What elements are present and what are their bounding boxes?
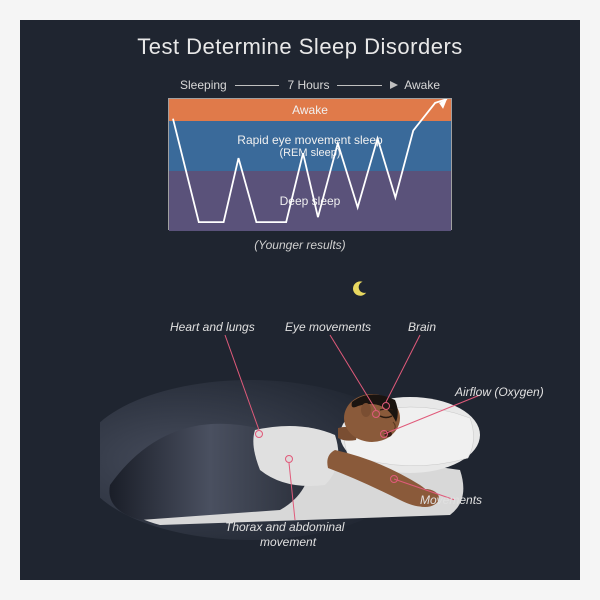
band-label: Deep sleep	[280, 194, 341, 208]
sensor-brain	[382, 402, 390, 410]
sensor-mouth	[380, 430, 388, 438]
sensor-arm	[390, 475, 398, 483]
sensor-eye	[372, 410, 380, 418]
band-deep: Deep sleep	[169, 171, 451, 231]
band-awake: Awake	[169, 99, 451, 121]
sensor-heart	[255, 430, 263, 438]
label-heart-lungs: Heart and lungs	[170, 320, 255, 334]
label-thorax-1: Thorax and abdominal	[225, 520, 344, 534]
timeline-line	[235, 85, 280, 86]
label-movements: Movements	[420, 493, 482, 507]
chart-caption: (Younger results)	[20, 238, 580, 252]
label-brain: Brain	[408, 320, 436, 334]
timeline-start: Sleeping	[180, 78, 227, 92]
timeline-end: Awake	[404, 78, 440, 92]
band-sublabel: (REM sleep)	[279, 147, 340, 159]
timeline-duration: 7 Hours	[287, 78, 329, 92]
sleep-stage-chart: Awake Rapid eye movement sleep (REM slee…	[168, 98, 452, 230]
label-eye: Eye movements	[285, 320, 371, 334]
sensor-thorax	[285, 455, 293, 463]
timeline-line	[337, 85, 382, 86]
moon-icon	[350, 280, 368, 298]
label-thorax-2: movement	[260, 535, 316, 549]
band-label: Awake	[292, 103, 328, 117]
sleeping-person-scene: Heart and lungs Eye movements Brain Airf…	[60, 280, 540, 560]
infographic-canvas: Test Determine Sleep Disorders Sleeping …	[20, 20, 580, 580]
label-airflow: Airflow (Oxygen)	[455, 385, 544, 399]
page-title: Test Determine Sleep Disorders	[20, 34, 580, 60]
band-rem: Rapid eye movement sleep (REM sleep)	[169, 121, 451, 171]
arrow-right-icon	[390, 81, 398, 89]
person-illustration	[100, 340, 500, 540]
band-label: Rapid eye movement sleep	[237, 133, 382, 147]
timeline: Sleeping 7 Hours Awake	[180, 78, 440, 92]
